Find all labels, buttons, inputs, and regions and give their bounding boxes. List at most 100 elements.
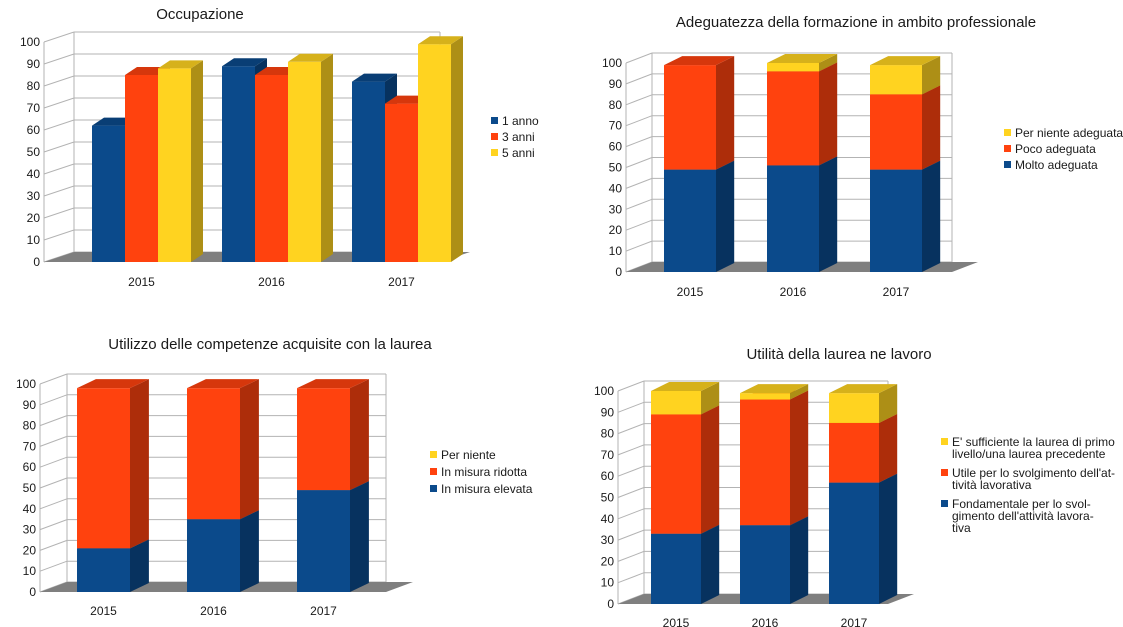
x-tick-label: 2015 xyxy=(663,616,690,627)
bar xyxy=(870,160,941,272)
legend-label: Fondamentale per lo svol- xyxy=(952,497,1091,511)
bar-top xyxy=(664,56,735,66)
bar-side xyxy=(701,405,720,534)
y-tick-label: 10 xyxy=(27,233,41,247)
bar xyxy=(664,56,735,170)
bar-front xyxy=(664,169,716,272)
y-tick-label: 40 xyxy=(23,502,37,516)
bar xyxy=(829,384,898,423)
bar-front xyxy=(829,482,879,604)
bar xyxy=(740,516,809,604)
bar xyxy=(664,160,735,272)
bar-side xyxy=(879,473,898,604)
bar-front xyxy=(77,548,130,592)
bar-side xyxy=(716,56,735,170)
bar xyxy=(767,54,838,72)
bar-front xyxy=(288,61,321,262)
gridline-side xyxy=(43,53,75,65)
bar xyxy=(870,56,941,95)
legend-label: Molto adeguata xyxy=(1015,158,1098,172)
legend-label: tiva xyxy=(952,521,971,535)
gridline-side xyxy=(617,444,645,456)
y-tick-label: 20 xyxy=(23,543,37,557)
bar-front xyxy=(767,63,819,72)
bar-front xyxy=(651,533,701,604)
y-tick-label: 80 xyxy=(23,419,37,433)
bar-front xyxy=(158,68,191,263)
bar xyxy=(158,60,203,263)
bar-side xyxy=(922,85,941,170)
gridline-side xyxy=(43,31,75,43)
bar-side xyxy=(922,56,941,95)
y-tick-label: 10 xyxy=(601,576,615,590)
y-tick-label: 90 xyxy=(601,405,615,419)
bar xyxy=(297,379,369,491)
legend-swatch xyxy=(430,468,437,475)
gridline-side xyxy=(39,560,68,572)
legend: Per niente In misura ridotta In misura ele… xyxy=(430,448,533,496)
bar-side xyxy=(819,54,838,72)
bar-side xyxy=(451,36,463,263)
bar-side xyxy=(819,62,838,166)
bar-side xyxy=(819,156,838,272)
bar-front xyxy=(740,393,790,400)
y-tick-label: 0 xyxy=(29,585,36,599)
bar-top xyxy=(297,379,369,389)
bar xyxy=(651,524,720,604)
bar-top xyxy=(222,58,267,67)
gridline-side xyxy=(625,115,653,127)
chart-4: Utilità della laurea ne lavoro 0 10 20 30 40 5… xyxy=(594,346,1115,627)
bar-side xyxy=(716,160,735,272)
bar xyxy=(418,36,463,263)
gridline-side xyxy=(39,498,68,510)
legend-swatch xyxy=(491,149,498,156)
y-tick-label: 70 xyxy=(609,119,623,133)
y-tick-label: 70 xyxy=(23,439,37,453)
y-tick-label: 100 xyxy=(594,384,614,398)
bar-side xyxy=(879,384,898,423)
bar-side xyxy=(240,510,259,592)
legend-label: Poco adeguata xyxy=(1015,142,1096,156)
chart-2: Adeguatezza della formazione in ambito p… xyxy=(602,14,1123,299)
bar-front xyxy=(870,169,922,272)
bar xyxy=(740,390,809,526)
y-tick-label: 40 xyxy=(27,167,41,181)
y-tick-label: 100 xyxy=(20,35,40,49)
gridline-side xyxy=(43,207,75,219)
gridline-side xyxy=(617,423,645,435)
bar-front xyxy=(187,519,240,592)
x-tick-label: 2016 xyxy=(200,604,227,618)
bar xyxy=(829,473,898,604)
bar xyxy=(651,405,720,534)
x-tick-label: 2016 xyxy=(258,275,285,289)
gridline-side xyxy=(39,456,68,468)
chart-title: Utilità della laurea ne lavoro xyxy=(746,346,931,363)
bar-side xyxy=(321,53,333,262)
legend-label: 5 anni xyxy=(502,146,535,160)
y-tick-label: 100 xyxy=(602,56,622,70)
y-tick-label: 80 xyxy=(27,79,41,93)
gridline-side xyxy=(43,119,75,131)
bar-front xyxy=(651,414,701,534)
y-tick-label: 70 xyxy=(27,101,41,115)
bar-side xyxy=(790,390,809,526)
legend-swatch xyxy=(1004,129,1011,136)
bar xyxy=(651,382,720,415)
bar-front xyxy=(418,44,451,263)
bar xyxy=(829,413,898,483)
y-tick-label: 0 xyxy=(607,597,614,611)
bar-top xyxy=(829,384,898,394)
bar-side xyxy=(130,539,149,592)
gridline-side xyxy=(43,229,75,241)
y-tick-label: 0 xyxy=(33,255,40,269)
gridline-side xyxy=(43,185,75,197)
y-tick-label: 70 xyxy=(601,448,615,462)
gridline-side xyxy=(625,73,653,85)
bar-side xyxy=(350,481,369,592)
gridline-side xyxy=(39,539,68,551)
y-tick-label: 50 xyxy=(27,145,41,159)
y-tick-label: 50 xyxy=(609,161,623,175)
gridline-side xyxy=(625,94,653,106)
bar xyxy=(767,156,838,272)
